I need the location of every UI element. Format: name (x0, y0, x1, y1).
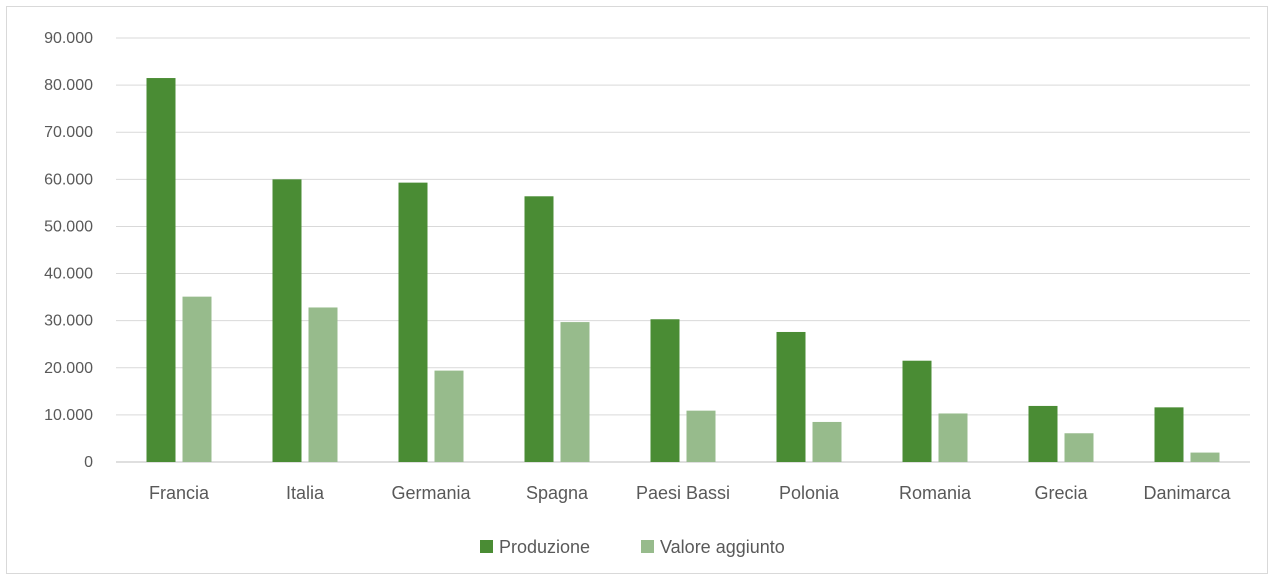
bar-valore-aggiunto-6 (938, 413, 968, 462)
y-tick-label: 40.000 (44, 266, 93, 283)
bar-valore-aggiunto-1 (308, 307, 338, 462)
chart-frame (6, 6, 1268, 574)
bar-produzione-1 (272, 179, 302, 463)
legend-swatch (480, 540, 493, 553)
y-tick-label: 70.000 (44, 124, 93, 141)
bar-produzione-5 (776, 331, 806, 462)
bar-produzione-2 (398, 182, 428, 462)
x-tick-label: Italia (286, 483, 325, 503)
y-tick-label: 30.000 (44, 313, 93, 330)
bar-valore-aggiunto-0 (182, 296, 212, 462)
x-tick-label: Francia (149, 483, 210, 503)
bar-produzione-3 (524, 196, 554, 462)
bar-valore-aggiunto-4 (686, 410, 716, 462)
bar-produzione-0 (146, 78, 176, 463)
bar-valore-aggiunto-2 (434, 370, 464, 462)
y-tick-label: 60.000 (44, 171, 93, 188)
y-tick-label: 80.000 (44, 77, 93, 94)
bar-valore-aggiunto-5 (812, 421, 842, 462)
y-tick-label: 50.000 (44, 218, 93, 235)
x-tick-label: Paesi Bassi (636, 483, 730, 503)
gridlines (116, 37, 1250, 463)
y-tick-label: 0 (84, 454, 93, 471)
x-tick-label: Polonia (779, 483, 840, 503)
bars (146, 78, 1220, 463)
y-tick-label: 10.000 (44, 407, 93, 424)
x-tick-label: Grecia (1034, 483, 1088, 503)
bar-produzione-7 (1028, 405, 1058, 462)
y-tick-label: 90.000 (44, 30, 93, 47)
legend: Produzione Valore aggiunto (480, 537, 785, 557)
bar-valore-aggiunto-7 (1064, 433, 1094, 462)
x-tick-label: Spagna (526, 483, 589, 503)
y-tick-label: 20.000 (44, 360, 93, 377)
x-tick-label: Romania (899, 483, 972, 503)
x-axis-labels: Francia Italia Germania Spagna Paesi Bassi Po… (149, 483, 1232, 503)
legend-label: Valore aggiunto (660, 537, 785, 557)
bar-valore-aggiunto-8 (1190, 452, 1220, 462)
bar-valore-aggiunto-3 (560, 322, 590, 462)
x-tick-label: Germania (391, 483, 471, 503)
x-tick-label: Danimarca (1143, 483, 1231, 503)
legend-swatch (641, 540, 654, 553)
legend-label: Produzione (499, 537, 590, 557)
bar-produzione-4 (650, 319, 680, 462)
bar-produzione-8 (1154, 407, 1184, 462)
y-axis-ticks: 0 10.000 20.000 30.000 40.000 50.000 60.000 70.… (44, 30, 93, 471)
bar-produzione-6 (902, 360, 932, 462)
